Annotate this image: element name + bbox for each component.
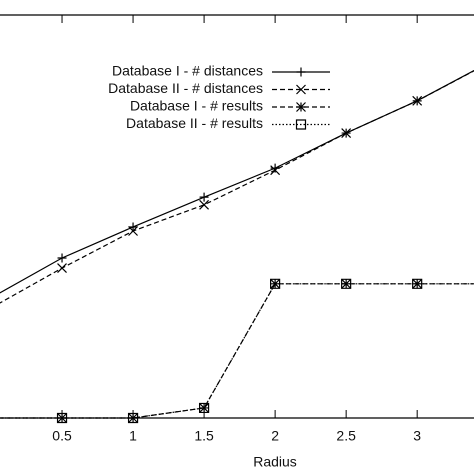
marker: [128, 413, 138, 423]
x-tick-label: 0.5: [52, 428, 72, 444]
marker: [412, 278, 423, 289]
x-tick-label: 3: [413, 428, 421, 444]
legend-label: Database II - # distances: [108, 80, 263, 96]
marker: [198, 402, 210, 414]
marker: [296, 84, 306, 95]
series-line: [0, 283, 474, 419]
plot-area: [0, 69, 474, 424]
x-axis-label: Radius: [253, 454, 297, 470]
marker: [296, 67, 306, 77]
marker: [127, 412, 139, 424]
x-tick-label: 1.5: [194, 428, 214, 444]
marker: [56, 412, 68, 424]
x-tick-label: 2.5: [336, 428, 356, 444]
marker: [270, 165, 281, 176]
marker: [341, 128, 352, 139]
x-tick-label: 2: [271, 428, 279, 444]
legend-label: Database II - # results: [126, 115, 263, 131]
series-line: [0, 69, 474, 294]
marker: [128, 226, 138, 236]
marker: [341, 278, 352, 289]
marker: [412, 95, 423, 106]
series-line: [0, 70, 474, 304]
legend-label: Database I - # results: [130, 98, 263, 114]
series-line: [0, 283, 474, 419]
marker: [128, 222, 138, 232]
marker: [57, 263, 67, 274]
x-tick-label: 1: [129, 428, 137, 444]
marker: [57, 253, 67, 263]
marker: [296, 102, 306, 112]
marker: [270, 278, 281, 289]
marker: [270, 278, 281, 289]
marker: [295, 119, 307, 130]
legend-label: Database I - # distances: [112, 63, 263, 79]
marker: [270, 163, 280, 173]
marker: [412, 278, 423, 289]
marker: [199, 199, 210, 210]
marker: [199, 192, 209, 202]
